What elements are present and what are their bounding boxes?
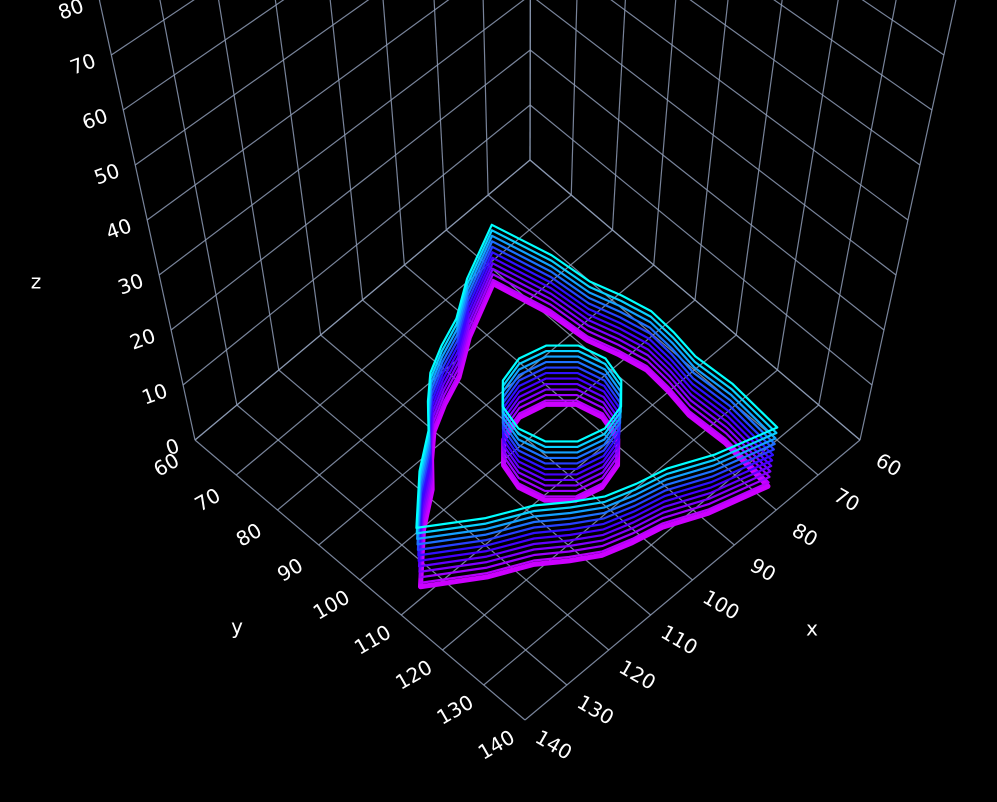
wall-grid-line	[111, 0, 195, 56]
wall-grid-line	[158, 0, 525, 276]
wall-grid-line	[274, 0, 322, 336]
floor-grid-line	[318, 264, 655, 546]
z-tick-label: 60	[79, 103, 111, 134]
wall-grid-line	[529, 104, 873, 386]
layer-hole	[502, 377, 621, 476]
wall-grid-line	[529, 0, 531, 161]
y-tick-label: 70	[190, 483, 224, 517]
wall-grid-line	[182, 104, 531, 386]
x-tick-label: 110	[657, 620, 702, 660]
z-tick-label: 70	[67, 48, 99, 79]
y-tick-label: 110	[350, 620, 395, 660]
x-tick-label: 80	[788, 518, 822, 552]
y-tick-label: 120	[391, 655, 436, 695]
wall-grid-line	[382, 0, 405, 266]
x-tick-label: 100	[699, 585, 744, 625]
wall-grid-line	[218, 0, 280, 371]
z-tick-label: 10	[139, 378, 171, 409]
wall-grid-line	[653, 0, 677, 266]
wall-grid-line	[535, 0, 897, 276]
wall-grid-line	[329, 0, 364, 301]
x-tick-label: 60	[872, 448, 906, 482]
z-tick-label: 80	[55, 0, 87, 25]
wall-grid-line	[610, 0, 909, 221]
z-axis-title: z	[31, 270, 42, 294]
wall-grid-line	[122, 0, 285, 111]
x-axis-title: x	[806, 617, 818, 641]
wall-grid-line	[146, 0, 450, 221]
y-tick-label: 90	[273, 553, 307, 587]
z-tick-label: 30	[115, 268, 147, 299]
z-tick-label: 20	[127, 323, 159, 354]
wall-grid-line	[735, 0, 783, 336]
wall-grid-line	[570, 0, 578, 196]
wall-grid-line	[529, 159, 861, 441]
y-axis-title: y	[231, 615, 243, 639]
z-tick-label: 50	[91, 158, 123, 189]
layer-hole	[501, 344, 623, 443]
wall-grid-line	[170, 49, 531, 331]
x-tick-label: 140	[531, 725, 576, 765]
y-tick-label: 130	[432, 690, 477, 730]
layer-hole	[502, 393, 620, 493]
wall-grid-line	[482, 0, 489, 196]
wall-grid-line	[134, 0, 370, 166]
wall-grid-line	[694, 0, 729, 301]
wall-grid-line	[529, 49, 885, 331]
x-tick-label: 120	[615, 655, 660, 695]
wall-grid-line	[773, 0, 933, 111]
z-tick-label: 40	[103, 213, 135, 244]
y-tick-label: 80	[232, 518, 266, 552]
wall-grid-line	[194, 159, 531, 441]
x-tick-label: 130	[573, 690, 618, 730]
y-tick-label: 140	[474, 725, 519, 765]
floor-grid-line	[524, 439, 861, 721]
x-tick-label: 90	[746, 553, 780, 587]
floor-grid-line	[235, 194, 572, 476]
x-tick-label: 70	[830, 483, 864, 517]
wall-grid-line	[776, 0, 839, 371]
y-tick-label: 100	[309, 585, 354, 625]
layer-outline	[415, 223, 779, 530]
wall-grid-line	[433, 0, 447, 231]
wall-grid-line	[689, 0, 921, 166]
wall-grid-line	[611, 0, 626, 231]
wall-grid-line	[861, 0, 945, 56]
